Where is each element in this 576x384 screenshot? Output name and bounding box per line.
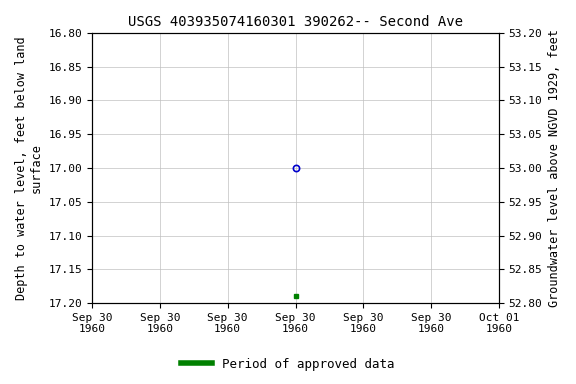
Legend: Period of approved data: Period of approved data: [176, 353, 400, 376]
Y-axis label: Depth to water level, feet below land
surface: Depth to water level, feet below land su…: [15, 36, 43, 300]
Title: USGS 403935074160301 390262-- Second Ave: USGS 403935074160301 390262-- Second Ave: [128, 15, 463, 29]
Y-axis label: Groundwater level above NGVD 1929, feet: Groundwater level above NGVD 1929, feet: [548, 29, 561, 307]
